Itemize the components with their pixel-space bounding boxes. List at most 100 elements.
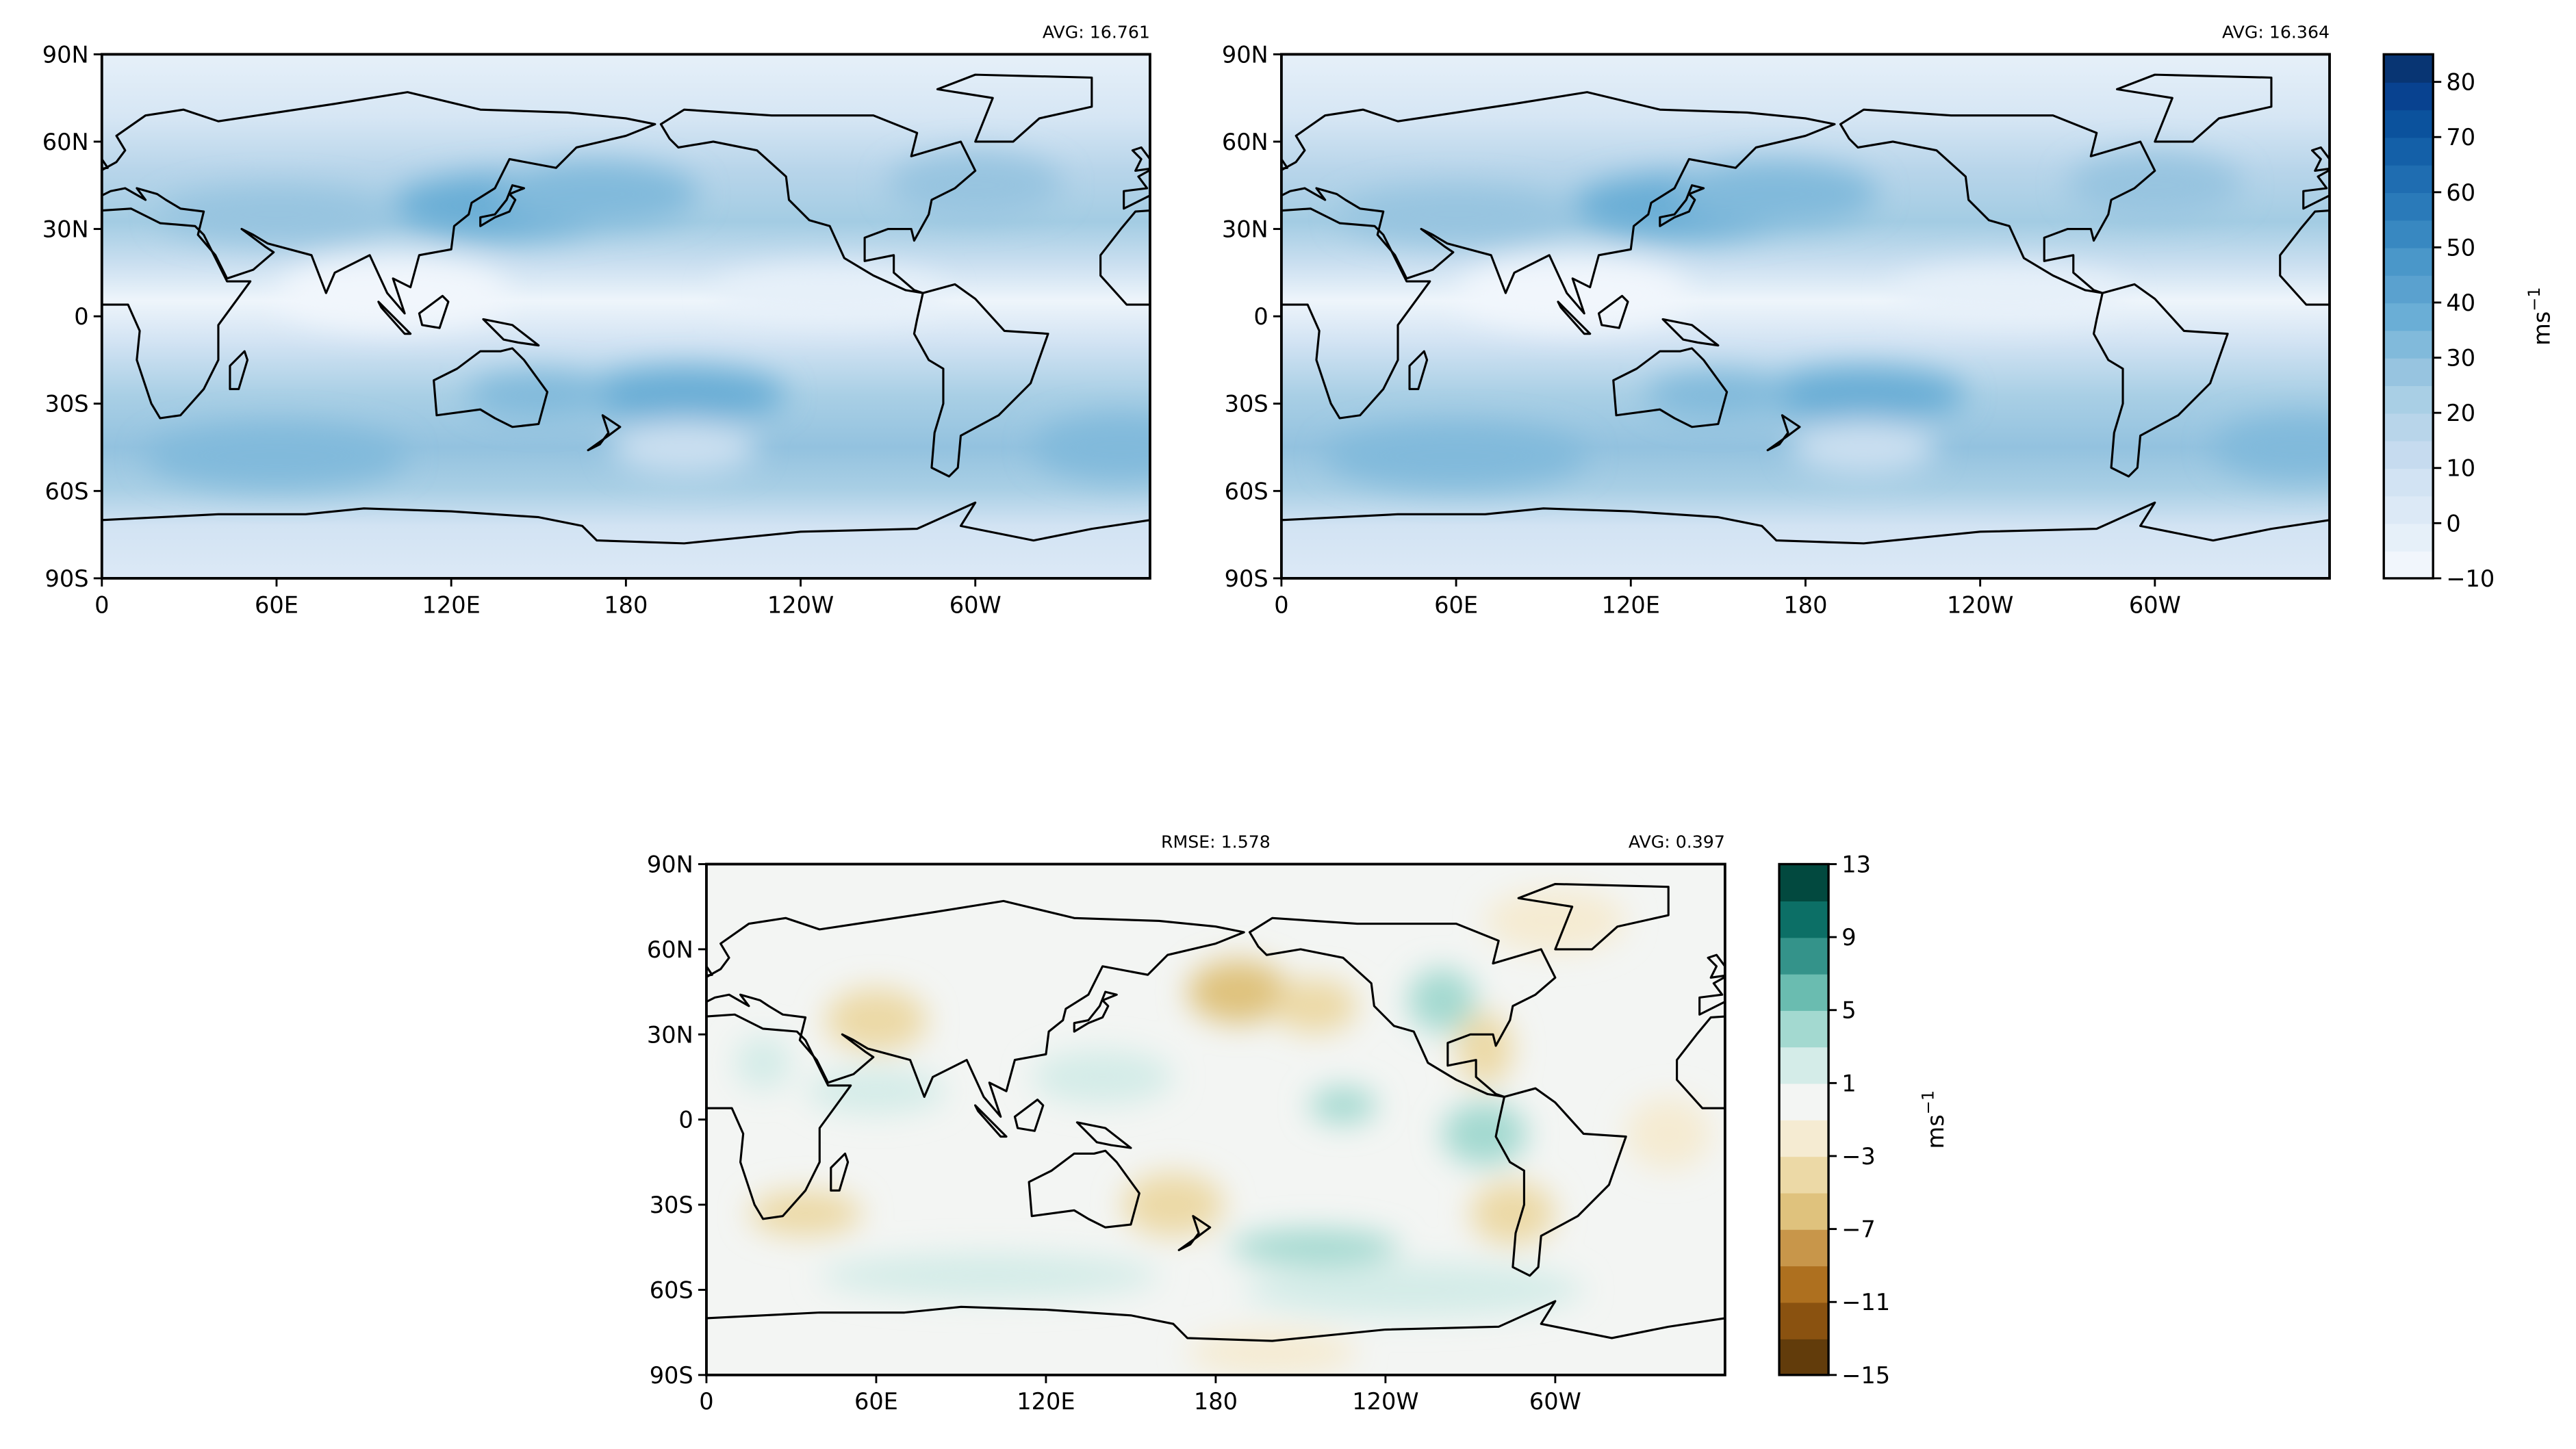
colorbar-swatch [1779,1010,1829,1048]
y-tick-label: 90N [42,41,89,68]
coastline-uk [1131,146,1150,172]
colorbar-tick-label: 40 [2446,290,2475,316]
coastline-nz [587,414,622,452]
colorbar-swatch [2384,274,2434,304]
colorbar-swatch [2384,496,2434,524]
contour-region [494,161,699,227]
coastline-eurasia [706,899,1245,1118]
unit-exponent: −1 [2525,287,2544,311]
contour-region [735,1035,791,1090]
contour-field [706,864,2573,1375]
coastline-greenland [1517,882,1670,951]
contour-region [466,371,612,418]
avg-label: AVG: 0.397 [1629,832,1725,851]
colorbar-swatch [2384,54,2434,83]
colorbar-swatch [2384,357,2434,387]
coastline-uk [2310,146,2330,172]
colorbar-swatch [2384,109,2434,138]
x-tick-label: 0 [1274,591,1288,618]
colorbar-tick-label: 9 [1841,924,1856,951]
colorbar-swatch [2384,164,2434,194]
x-tick-label: 120E [1017,1388,1075,1415]
coastline-borneo [418,294,450,329]
coastline-australia [1028,1149,1140,1229]
coastline-namerica [2268,918,2573,1097]
coastline-sumatra [377,300,412,335]
colorbar-frame [2382,53,2434,580]
coastline-japan [1073,990,1118,1033]
coastline-antarctica [706,1300,1725,1342]
coastline-nz [1766,414,1801,452]
colorbar-swatch [1779,1338,1829,1376]
contour-region [1032,1049,1173,1105]
contour-region [2067,153,2243,218]
coastline-greenland [936,73,1093,143]
y-tick-label: 0 [678,1107,693,1133]
contour-region [748,1190,863,1236]
coastline-sumatra [974,1104,1008,1138]
coastline-eurasia [101,91,656,315]
colorbar-swatch [2384,440,2434,469]
map-panel-2: 0 60E 120E 180 120W 60W 90N 60N 30N 0 30S 60S 90S AVG… [1222,22,2331,618]
coastline-borneo [2033,1100,2061,1131]
y-tick-label: 90S [650,1362,693,1389]
colorbar-tick-label: 80 [2446,69,2475,96]
contour-region [1791,419,1937,476]
colorbar-tick-label: 10 [2446,455,2475,482]
colorbar-tick-label: −7 [1841,1216,1876,1243]
coastline-japan [479,184,526,227]
contour-region [1229,1229,1400,1266]
x-tick-label: 60E [854,1388,898,1415]
colorbar-swatch [1779,1302,1829,1339]
coastline-newguinea [482,318,540,347]
x-tick-label: 0 [94,591,109,618]
contour-region [825,988,928,1052]
y-tick-label: 0 [1253,303,1268,330]
colorbar-swatch [2384,137,2434,166]
colorbar-swatch [2384,302,2434,331]
colorbar-swatch [2384,330,2434,359]
coastline-japan [2093,992,2135,1031]
coastline-samerica [2092,283,2229,478]
coastline-eurasia [1281,91,1836,315]
coastline-antarctica [101,501,1150,545]
contour-region [1456,1012,1513,1086]
contour-region [888,153,1063,218]
y-tick-label: 90N [647,851,693,877]
field-background [101,54,1150,578]
colorbar-swatch [1779,1265,1829,1303]
contour-field [1281,54,2330,578]
map-panel-3: 0 60E 120E 180 120W 60W 90N 60N 30N 0 30S 60S 90S RMS… [647,832,2573,1415]
colorbar-tick-label: −11 [1841,1289,1890,1316]
x-tick-label: 60E [1434,591,1478,618]
y-tick-label: 30S [1225,391,1268,418]
y-tick-label: 60S [1225,478,1268,504]
x-tick-label: 60W [949,591,1002,618]
x-tick-label: 60E [255,591,298,618]
x-tick-label: 120E [1602,591,1660,618]
contour-region [1626,1097,1711,1170]
coastline-samerica [913,283,1049,478]
colorbar-2: 80 70 60 50 40 30 20 10 0 −10 ms−1 [2382,53,2555,592]
colorbar-swatch [1779,1192,1829,1230]
x-tick-label: 120W [1947,591,2013,618]
colorbar-tick-label: 70 [2446,124,2475,151]
colorbar-unit-label: ms−1 [1919,1090,1949,1149]
colorbar-tick-label: 20 [2446,400,2475,426]
coastline-samerica [1494,1087,1627,1277]
colorbar-swatch [1779,973,1829,1011]
field-background [1281,54,2330,578]
colorbar-swatch [2384,467,2434,497]
y-tick-label: 30N [647,1021,693,1048]
y-tick-label: 30S [650,1192,693,1218]
colorbar-swatch [1779,864,1829,902]
contour-region [1674,161,1878,227]
colorbar-tick-label: −3 [1841,1143,1876,1170]
coastline-namerica [1248,916,1557,1099]
y-tick-label: 60N [42,129,89,155]
contour-region [1893,265,2126,321]
rmse-label: RMSE: 1.578 [1161,832,1271,851]
contour-region [1033,414,1150,480]
x-tick-label: 180 [1194,1388,1238,1415]
